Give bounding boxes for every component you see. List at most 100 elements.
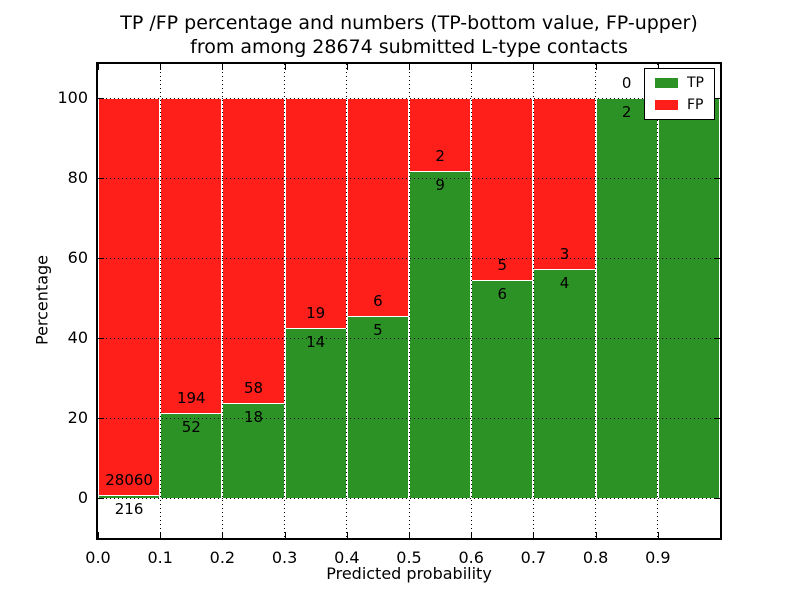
- x-tick-bottom: [98, 532, 99, 538]
- fp-count-label: 2: [435, 146, 445, 165]
- x-tick-top: [595, 64, 597, 70]
- gridline-horizontal: [98, 338, 720, 339]
- x-tick-label: 0.5: [396, 548, 422, 567]
- y-tick-left: [98, 98, 104, 99]
- y-tick-left: [98, 498, 104, 499]
- y-tick-right: [714, 418, 720, 419]
- x-axis-label: Predicted probability: [326, 564, 492, 583]
- chart-title-line2: from among 28674 submitted L-type contac…: [190, 36, 628, 58]
- x-tick-top: [657, 64, 659, 70]
- chart-title-line1: TP /FP percentage and numbers (TP-bottom…: [120, 12, 698, 34]
- tp-count-label: 18: [243, 408, 264, 427]
- legend-entry: TP: [655, 76, 704, 90]
- tp-count-label: 216: [114, 499, 144, 518]
- x-tick-label: 0.6: [458, 548, 484, 567]
- bar-segment-fp: [284, 98, 347, 329]
- bar-segment-tp: [160, 413, 223, 498]
- gridline-vertical: [532, 64, 534, 538]
- bar-segment-tp: [284, 328, 347, 498]
- gridline-horizontal: [98, 98, 720, 99]
- x-tick-top: [346, 64, 348, 70]
- x-tick-label: 0.0: [85, 548, 111, 567]
- fp-count-label: 28060: [105, 470, 153, 489]
- bar-segment-tp: [409, 170, 472, 498]
- y-tick-left: [98, 418, 104, 419]
- legend-label-tp: TP: [687, 75, 704, 91]
- gridline-vertical: [346, 64, 348, 538]
- y-tick-label: 80: [67, 168, 88, 187]
- legend-label-fp: FP: [687, 97, 704, 113]
- bar-segment-fp: [346, 98, 409, 317]
- tp-count-label: 52: [181, 418, 201, 437]
- gridline-vertical: [284, 64, 286, 538]
- x-tick-label: 0.4: [334, 548, 360, 567]
- y-tick-label: 40: [67, 328, 88, 347]
- y-tick-right: [714, 258, 720, 259]
- y-tick-label: 60: [67, 248, 88, 267]
- y-tick-left: [98, 178, 104, 179]
- x-tick-top: [222, 64, 224, 70]
- gridline-horizontal: [98, 498, 720, 499]
- x-tick-bottom: [595, 532, 597, 538]
- y-tick-right: [714, 98, 720, 99]
- legend-swatch-fp: [655, 100, 678, 110]
- fp-count-label: 6: [373, 292, 383, 311]
- x-tick-top: [284, 64, 286, 70]
- fp-count-label: 5: [497, 255, 508, 274]
- bar-segment-fp: [160, 98, 223, 414]
- tp-count-label: 4: [559, 274, 570, 293]
- x-tick-label: 0.1: [147, 548, 173, 567]
- bar-segment-fp: [98, 98, 161, 495]
- gridline-horizontal: [98, 258, 720, 259]
- x-tick-label: 0.7: [520, 548, 547, 567]
- fp-count-label: 19: [306, 304, 326, 323]
- x-tick-bottom: [657, 532, 659, 538]
- x-tick-bottom: [533, 532, 535, 538]
- tp-count-label: 5: [373, 321, 383, 340]
- legend-entry: FP: [655, 98, 704, 112]
- fp-count-label: 3: [559, 245, 570, 264]
- y-tick-right: [714, 498, 720, 499]
- y-tick-right: [714, 338, 720, 339]
- x-tick-label: 0.8: [582, 548, 609, 567]
- gridline-vertical: [408, 64, 410, 538]
- x-tick-label: 0.2: [209, 548, 236, 567]
- y-tick-label: 0: [77, 488, 88, 507]
- x-tick-bottom: [284, 532, 286, 538]
- legend: TP FP: [644, 68, 715, 120]
- gridline-vertical: [159, 64, 161, 538]
- x-tick-bottom: [160, 532, 162, 538]
- bar-segment-tp: [657, 98, 720, 498]
- y-tick-label: 20: [67, 408, 88, 427]
- chart-title: TP /FP percentage and numbers (TP-bottom…: [96, 11, 722, 59]
- x-tick-label: 0.9: [645, 548, 671, 567]
- x-tick-bottom: [346, 532, 348, 538]
- bar-segment-tp: [533, 269, 596, 498]
- x-tick-top: [160, 64, 162, 70]
- gridline-vertical: [657, 64, 659, 538]
- gridline-horizontal: [98, 178, 720, 179]
- fp-count-label: 0: [621, 74, 632, 92]
- x-tick-label: 0.3: [271, 548, 298, 567]
- y-tick-left: [98, 258, 104, 259]
- y-tick-label: 100: [57, 88, 88, 107]
- y-tick-right: [714, 178, 720, 179]
- bar-segment-fp: [471, 98, 534, 280]
- fp-count-label: 194: [176, 389, 206, 408]
- bar-segment-fp: [533, 98, 596, 270]
- bar-segment-tp: [595, 98, 658, 498]
- gridline-horizontal: [98, 418, 720, 419]
- x-tick-top: [98, 64, 99, 70]
- y-tick-left: [98, 338, 104, 339]
- gridline-vertical: [595, 64, 597, 538]
- tp-count-label: 9: [435, 175, 445, 194]
- x-tick-bottom: [471, 532, 473, 538]
- tp-count-label: 14: [306, 333, 326, 352]
- fp-count-label: 58: [243, 379, 264, 398]
- bar-segment-fp: [222, 98, 285, 404]
- tp-count-label: 2: [621, 103, 632, 121]
- legend-swatch-tp: [655, 78, 678, 88]
- bar-segment-tp: [346, 316, 409, 498]
